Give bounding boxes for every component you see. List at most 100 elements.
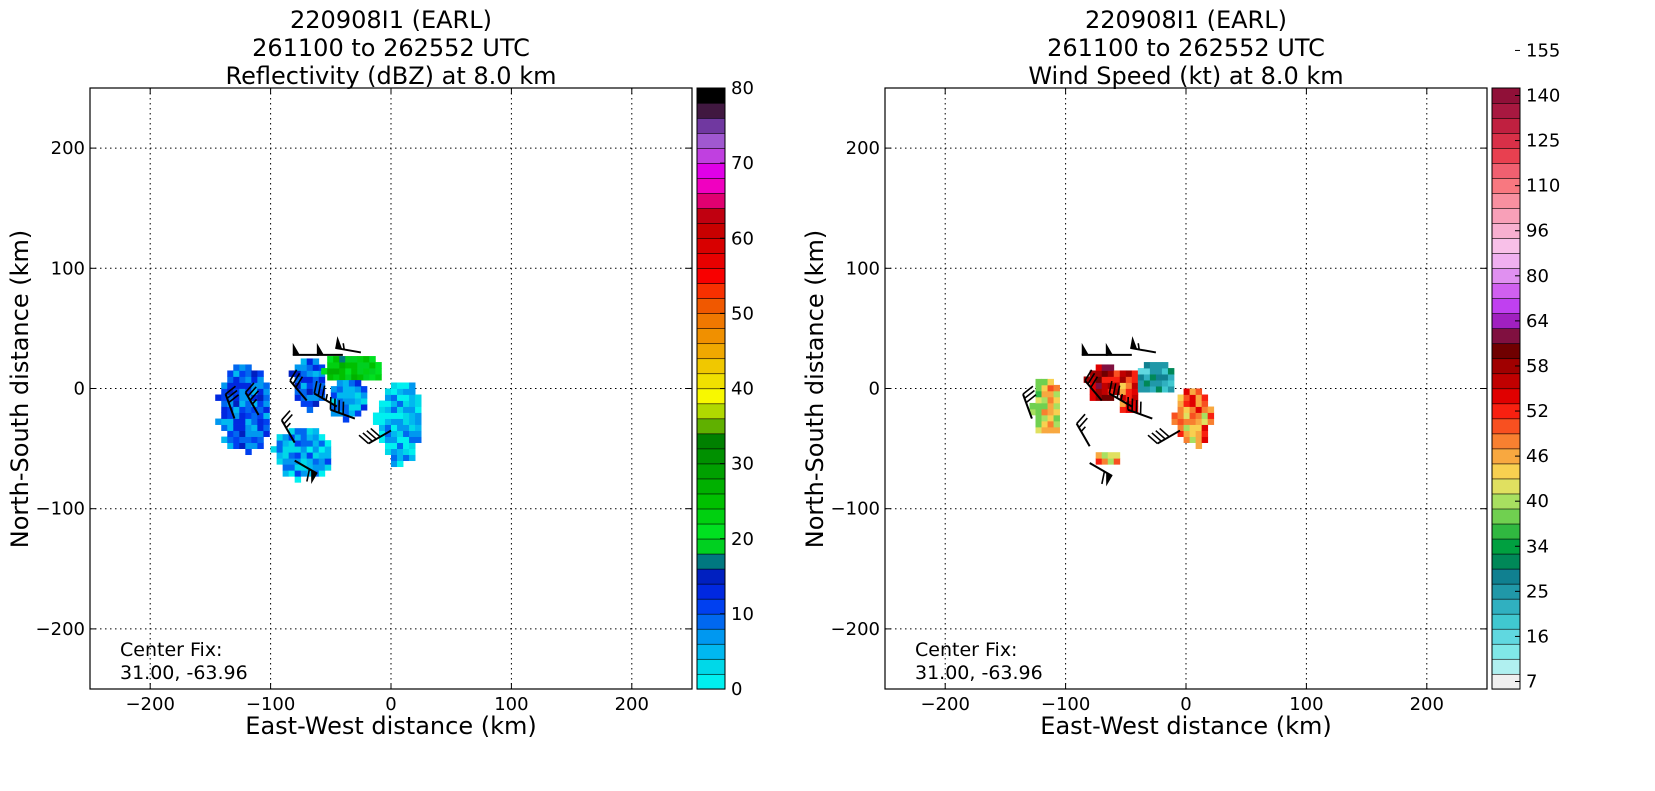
data-cell: [313, 434, 319, 440]
data-cell: [277, 440, 283, 446]
colorbar-swatch: [1492, 343, 1520, 358]
data-cell: [1178, 425, 1184, 431]
data-cell: [1114, 452, 1120, 458]
data-cell: [283, 446, 289, 452]
colorbar-swatch: [697, 614, 725, 629]
data-cell: [415, 401, 421, 407]
data-cell: [233, 419, 239, 425]
colorbar-swatch: [697, 509, 725, 524]
data-cell: [245, 449, 251, 455]
data-cell: [403, 382, 409, 388]
data-cell: [1184, 401, 1190, 407]
data-cell: [257, 395, 263, 401]
colorbar-swatch: [697, 283, 725, 298]
data-cell: [363, 356, 369, 362]
data-cell: [1102, 452, 1108, 458]
data-cell: [319, 446, 325, 452]
data-cell: [391, 413, 397, 419]
data-cell: [295, 395, 301, 401]
data-cell: [385, 437, 391, 443]
data-cell: [307, 428, 313, 434]
data-cell: [397, 401, 403, 407]
data-cell: [357, 374, 363, 380]
title-line-3: Reflectivity (dBZ) at 8.0 km: [226, 62, 557, 90]
data-cell: [277, 434, 283, 440]
data-cell: [1036, 421, 1042, 427]
data-cell: [1190, 395, 1196, 401]
data-cell: [351, 356, 357, 362]
data-cell: [319, 464, 325, 470]
data-cell: [391, 431, 397, 437]
data-cell: [301, 358, 307, 364]
data-cell: [403, 407, 409, 413]
colorbar-swatch: [697, 479, 725, 494]
data-cell: [415, 431, 421, 437]
data-cell: [391, 437, 397, 443]
data-cell: [1036, 397, 1042, 403]
data-cell: [319, 470, 325, 476]
barb-flag: [335, 336, 342, 349]
barb-flag: [293, 343, 300, 355]
data-cell: [1196, 401, 1202, 407]
y-tick-label: −100: [36, 499, 85, 520]
colorbar-tick-label: 0: [731, 679, 742, 700]
data-cell: [277, 452, 283, 458]
title-line-2: 261100 to 262552 UTC: [1047, 34, 1325, 62]
data-cell: [319, 458, 325, 464]
data-cell: [403, 413, 409, 419]
data-cell: [307, 401, 313, 407]
data-cell: [1156, 386, 1162, 392]
data-cell: [1132, 370, 1138, 376]
data-cell: [391, 443, 397, 449]
colorbar-tick-label: 40: [1526, 491, 1549, 512]
data-cell: [403, 449, 409, 455]
colorbar-tick-label: 20: [731, 529, 754, 550]
data-cell: [361, 392, 367, 398]
data-cell: [289, 464, 295, 470]
data-cell: [313, 464, 319, 470]
data-cell: [1156, 374, 1162, 380]
data-cell: [1156, 362, 1162, 368]
data-cell: [233, 443, 239, 449]
data-cell: [1168, 386, 1174, 392]
data-cell: [327, 368, 333, 374]
colorbar-tick-label: 110: [1526, 176, 1560, 197]
colorbar-swatch: [697, 599, 725, 614]
colorbar-swatch: [697, 178, 725, 193]
data-cell: [351, 374, 357, 380]
data-cell: [379, 407, 385, 413]
data-cell: [403, 437, 409, 443]
data-cell: [403, 401, 409, 407]
y-tick-label: 100: [51, 258, 85, 279]
data-cell: [355, 410, 361, 416]
colorbar-swatch: [697, 584, 725, 599]
data-cell: [1178, 401, 1184, 407]
data-cell: [357, 368, 363, 374]
data-cell: [339, 374, 345, 380]
data-cell: [233, 401, 239, 407]
data-cell: [1144, 368, 1150, 374]
colorbar-tick-label: 46: [1526, 446, 1549, 467]
colorbar-swatch: [697, 358, 725, 373]
data-cell: [409, 425, 415, 431]
data-cell: [397, 455, 403, 461]
data-cell: [263, 407, 269, 413]
data-cell: [369, 362, 375, 368]
x-tick-label: 200: [1410, 694, 1444, 715]
data-cell: [1202, 407, 1208, 413]
data-cell: [385, 389, 391, 395]
data-cell: [277, 458, 283, 464]
data-cell: [1054, 397, 1060, 403]
data-cell: [313, 370, 319, 376]
data-cell: [295, 428, 301, 434]
colorbar-tick-label: 60: [731, 228, 754, 249]
colorbar-swatch: [697, 659, 725, 674]
colorbar-swatch: [697, 539, 725, 554]
data-cell: [379, 401, 385, 407]
data-cell: [1126, 382, 1132, 388]
data-cell: [263, 395, 269, 401]
data-cell: [355, 380, 361, 386]
data-cell: [227, 425, 233, 431]
y-axis-label: North-South distance (km): [6, 230, 34, 549]
